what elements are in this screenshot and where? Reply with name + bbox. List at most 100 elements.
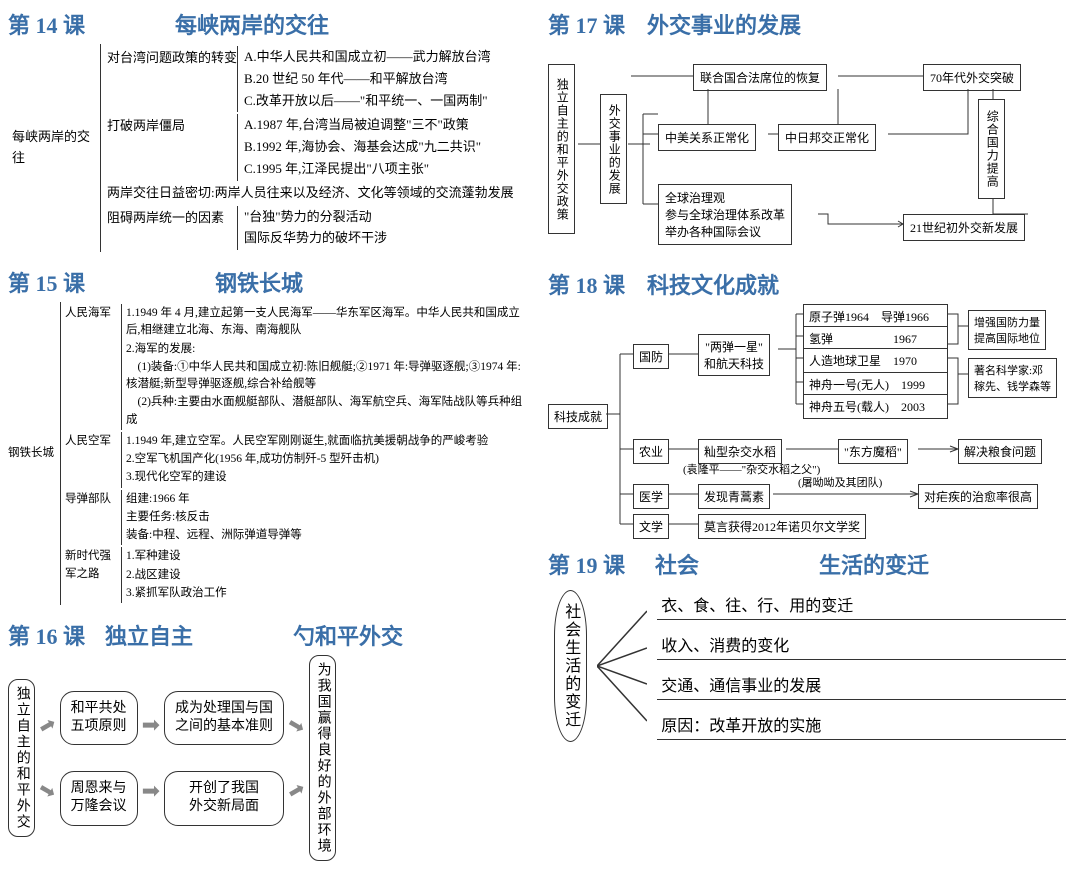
branch-label: 对台湾问题政策的转变	[107, 46, 237, 69]
title-part: 第 14 课	[8, 8, 85, 40]
leaf: C.改革开放以后——"和平统一、一国两制"	[244, 91, 514, 112]
leaf: B.20 世纪 50 年代——和平解放台湾	[244, 69, 514, 90]
leaf: 国际反华势力的破坏干涉	[244, 228, 514, 249]
leaf: 2.空军飞机国产化(1956 年,成功仿制歼-5 型歼击机)	[126, 451, 532, 468]
final-box: 为我国赢得良好的外部环境	[309, 655, 336, 861]
branch-label: 人民空军	[65, 432, 121, 450]
leaf: 2.战区建设	[126, 567, 532, 584]
box: 神舟五号(载人) 2003	[803, 394, 948, 419]
line: 衣、食、往、行、用的变迁	[657, 592, 1066, 620]
title-part: 每峡两岸的交往	[175, 8, 329, 40]
leaf: A.1987 年,台湾当局被迫调整"三不"政策	[244, 115, 514, 136]
title-part: 勺和平外交	[293, 619, 403, 651]
box: 著名科学家:邓 稼先、钱学森等	[968, 358, 1057, 398]
box: 中日邦交正常化	[778, 124, 876, 151]
title-part: 第 19 课	[548, 548, 625, 580]
line: 收入、消费的变化	[657, 632, 1066, 660]
leaf: 1.军种建设	[126, 548, 532, 565]
flow-box: 成为处理国与国 之间的基本准则	[164, 691, 284, 745]
title-part: 独立自主	[105, 619, 193, 651]
branch-label: 新时代强军之路	[65, 547, 121, 583]
root-box: 独立自主的和平外交	[8, 679, 35, 837]
box: 21世纪初外交新发展	[903, 214, 1025, 241]
line: 原因：改革开放的实施	[657, 712, 1066, 740]
box: 独立自主的和平外交政策	[548, 64, 575, 234]
leaf: "台独"势力的分裂活动	[244, 207, 514, 228]
box: 全球治理观 参与全球治理体系改革 举办各种国际会议	[658, 184, 792, 245]
box: "两弹一星" 和航天科技	[698, 334, 770, 376]
box: 科技成就	[548, 404, 608, 429]
branch-label: 导弹部队	[65, 490, 121, 508]
box: 医学	[633, 484, 669, 509]
box: 人造地球卫星 1970	[803, 348, 948, 373]
branch-label: 阻碍两岸统一的因素	[107, 206, 237, 229]
flow-box: 和平共处 五项原则	[60, 691, 138, 745]
leaf: 1.1949 年,建立空军。人民空军刚刚诞生,就面临抗美援朝战争的严峻考验	[126, 433, 532, 450]
box: 国防	[633, 344, 669, 369]
lesson-17-title: 第 17 课 外交事业的发展	[548, 8, 1072, 40]
box: 70年代外交突破	[923, 64, 1021, 91]
root-label: 每峡两岸的交往	[12, 127, 100, 169]
box: 外交事业的发展	[600, 94, 627, 204]
branch-label: 人民海军	[65, 304, 121, 322]
lesson-14-title: 第 14 课 每峡两岸的交往	[8, 8, 532, 40]
arrow-icon: ➡	[34, 776, 61, 806]
lesson-19: 第 19 课 社会 生活的变迁 社会生活的变迁 衣、食、往、行、用的变迁 收入、…	[548, 548, 1072, 748]
branch-label: 打破两岸僵局	[107, 114, 237, 137]
title-part: 钢铁长城	[215, 266, 303, 298]
lesson-15: 第 15 课 钢铁长城 钢铁长城 人民海军 1.1949 年 4 月,建立起第一…	[8, 266, 532, 605]
box: 莫言获得2012年诺贝尔文学奖	[698, 514, 866, 539]
flow-16: 独立自主的和平外交 ➡ ➡ 和平共处 五项原则 周恩来与 万隆会议 ➡ ➡ 成为…	[8, 655, 532, 861]
leaf: 2.海军的发展:	[126, 341, 532, 358]
box: 中美关系正常化	[658, 124, 756, 151]
arrow-icon: ➡	[34, 711, 61, 741]
flow-box: 开创了我国 外交新局面	[164, 771, 284, 825]
leaf: 组建:1966 年	[126, 491, 532, 508]
root-label: 钢铁长城	[8, 445, 60, 462]
box: 联合国合法席位的恢复	[693, 64, 827, 91]
right-column: 第 17 课 外交事业的发展 独立自主的和平外交政策 外交事业的发展 联合国合法…	[548, 8, 1072, 861]
leaf: 两岸交往日益密切:两岸人员往来以及经济、文化等领域的交流蓬勃发展	[107, 183, 514, 204]
label: (屠呦呦及其团队)	[798, 474, 882, 490]
box: 发现青蒿素	[698, 484, 770, 509]
tree-14: 每峡两岸的交往 对台湾问题政策的转变 A.中华人民共和国成立初——武力解放台湾 …	[8, 44, 532, 252]
box: 文学	[633, 514, 669, 539]
lesson-14: 第 14 课 每峡两岸的交往 每峡两岸的交往 对台湾问题政策的转变 A.中华人民…	[8, 8, 532, 252]
fan-lines	[597, 596, 647, 736]
box: "东方魔稻"	[838, 439, 908, 464]
box: 解决粮食问题	[958, 439, 1042, 464]
diagram-17: 独立自主的和平外交政策 外交事业的发展 联合国合法席位的恢复 中美关系正常化 中…	[548, 44, 1072, 254]
leaf: 1.1949 年 4 月,建立起第一支人民海军——华东军区海军。中华人民共和国成…	[126, 305, 532, 340]
diagram-18: 科技成就 国防 "两弹一星" 和航天科技 原子弹1964 导弹1966 氢弹 1…	[548, 304, 1072, 534]
arrow-icon: ➡	[283, 776, 310, 806]
box: 农业	[633, 439, 669, 464]
title-part: 第 16 课	[8, 619, 85, 651]
flow-box: 周恩来与 万隆会议	[60, 771, 138, 825]
lesson-18: 第 18 课 科技文化成就 科技成就 国防 "两弹一星" 和航天科技 原子弹19…	[548, 268, 1072, 534]
left-column: 第 14 课 每峡两岸的交往 每峡两岸的交往 对台湾问题政策的转变 A.中华人民…	[8, 8, 532, 861]
tree-15: 钢铁长城 人民海军 1.1949 年 4 月,建立起第一支人民海军——华东军区海…	[8, 302, 532, 605]
box: 综合国力提高	[978, 99, 1005, 199]
title-part: 生活的变迁	[819, 548, 929, 580]
title-part: 社会	[655, 548, 699, 580]
lesson-15-title: 第 15 课 钢铁长城	[8, 266, 532, 298]
lesson-17: 第 17 课 外交事业的发展 独立自主的和平外交政策 外交事业的发展 联合国合法…	[548, 8, 1072, 254]
leaf: 装备:中程、远程、洲际弹道导弹等	[126, 527, 532, 544]
arrow-icon: ➡	[142, 712, 160, 738]
arrow-icon: ➡	[283, 711, 310, 741]
leaf: A.中华人民共和国成立初——武力解放台湾	[244, 47, 514, 68]
leaf: 3.现代化空军的建设	[126, 469, 532, 486]
box: 对疟疾的治愈率很高	[918, 484, 1038, 509]
leaf: B.1992 年,海协会、海基会达成"九二共识"	[244, 137, 514, 158]
diagram-19: 社会生活的变迁 衣、食、往、行、用的变迁 收入、消费的变化 交通、通信事业的发展…	[548, 584, 1072, 748]
arrow-icon: ➡	[142, 778, 160, 804]
title-part: 第 15 课	[8, 266, 85, 298]
lesson-16: 第 16 课 独立自主 勺和平外交 独立自主的和平外交 ➡ ➡ 和平共处 五项原…	[8, 619, 532, 861]
lesson-19-title: 第 19 课 社会 生活的变迁	[548, 548, 1072, 580]
box: 增强国防力量 提高国际地位	[968, 310, 1046, 350]
leaf: (2)兵种:主要由水面舰艇部队、潜艇部队、海军航空兵、海军陆战队等兵种组成	[126, 394, 532, 429]
line: 交通、通信事业的发展	[657, 672, 1066, 700]
lesson-18-title: 第 18 课 科技文化成就	[548, 268, 1072, 300]
leaf: (1)装备:①中华人民共和国成立初:陈旧舰艇;②1971 年:导弹驱逐舰;③19…	[126, 359, 532, 394]
lesson-16-title: 第 16 课 独立自主 勺和平外交	[8, 619, 532, 651]
